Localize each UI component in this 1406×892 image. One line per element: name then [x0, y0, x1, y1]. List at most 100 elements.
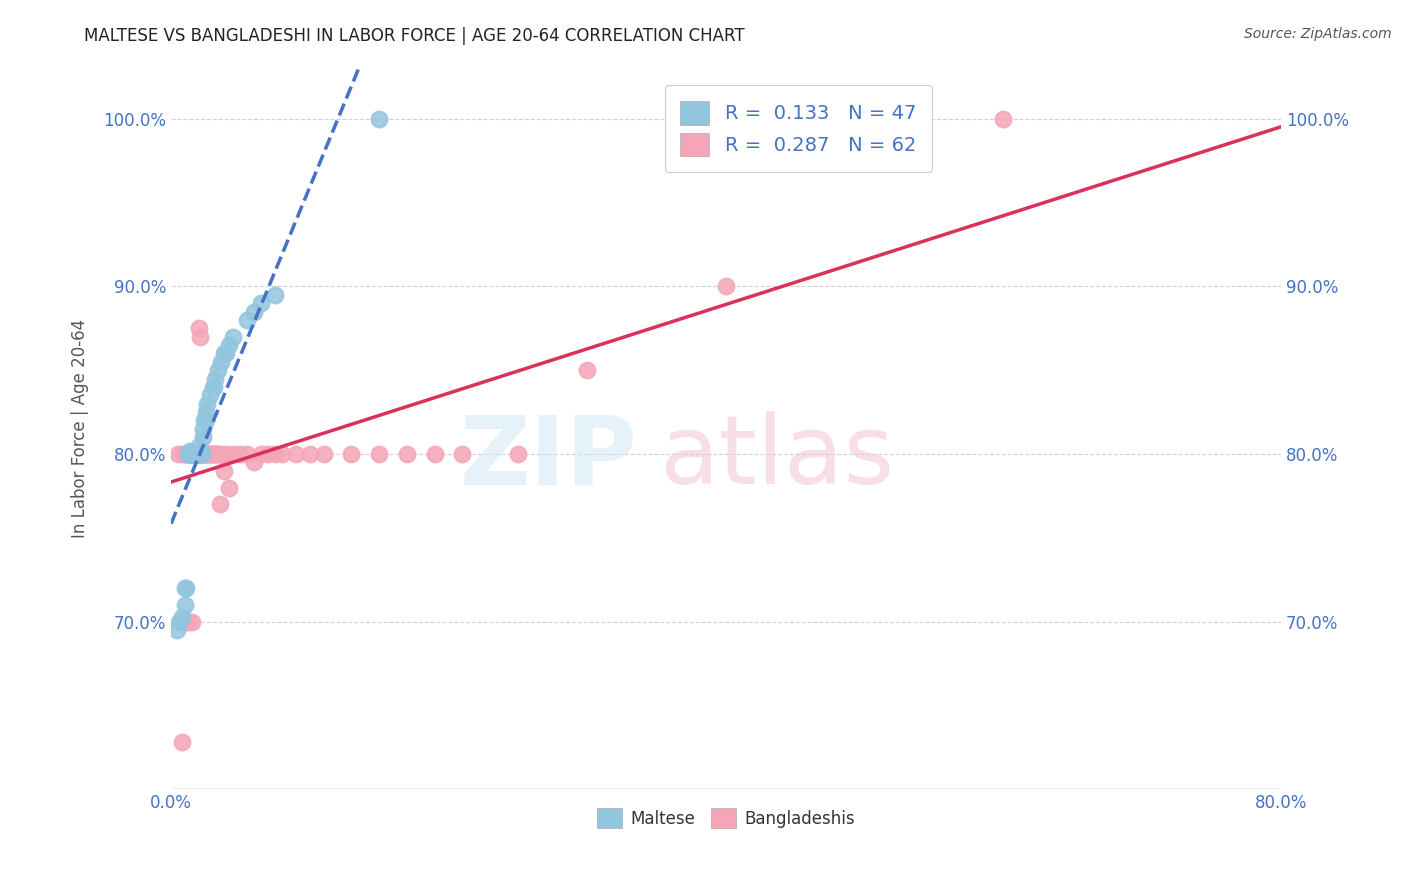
Text: Source: ZipAtlas.com: Source: ZipAtlas.com — [1244, 27, 1392, 41]
Point — [201, 380, 224, 394]
Point — [207, 447, 229, 461]
Point — [215, 346, 238, 360]
Point — [236, 447, 259, 461]
Point — [166, 623, 188, 637]
Point — [368, 447, 391, 461]
Point — [368, 112, 391, 126]
Point — [250, 447, 273, 461]
Point — [176, 447, 198, 461]
Point — [257, 447, 280, 461]
Point — [184, 447, 207, 461]
Point — [183, 447, 205, 461]
Point — [190, 447, 212, 461]
Point — [186, 447, 208, 461]
Text: atlas: atlas — [659, 411, 894, 504]
Point — [187, 447, 209, 461]
Point — [180, 447, 202, 461]
Point — [264, 287, 287, 301]
Point — [243, 304, 266, 318]
Point — [395, 447, 418, 461]
Point — [190, 447, 212, 461]
Point — [222, 447, 245, 461]
Point — [271, 447, 294, 461]
Point — [193, 447, 215, 461]
Point — [173, 598, 195, 612]
Point — [200, 447, 222, 461]
Point — [993, 112, 1015, 126]
Point — [174, 447, 197, 461]
Point — [191, 422, 214, 436]
Point — [202, 447, 225, 461]
Point — [188, 447, 211, 461]
Point — [179, 447, 201, 461]
Point — [193, 413, 215, 427]
Point — [222, 329, 245, 343]
Text: MALTESE VS BANGLADESHI IN LABOR FORCE | AGE 20-64 CORRELATION CHART: MALTESE VS BANGLADESHI IN LABOR FORCE | … — [84, 27, 745, 45]
Point — [172, 735, 194, 749]
Point — [184, 447, 207, 461]
Point — [243, 455, 266, 469]
Point — [184, 447, 207, 461]
Point — [183, 447, 205, 461]
Point — [312, 447, 335, 461]
Point — [195, 397, 218, 411]
Point — [181, 447, 204, 461]
Point — [208, 497, 231, 511]
Point — [181, 447, 204, 461]
Point — [184, 447, 207, 461]
Point — [202, 380, 225, 394]
Point — [298, 447, 321, 461]
Point — [183, 447, 205, 461]
Point — [714, 279, 737, 293]
Point — [209, 355, 232, 369]
Point — [198, 388, 221, 402]
Point — [191, 430, 214, 444]
Point — [180, 447, 202, 461]
Point — [183, 447, 205, 461]
Point — [218, 481, 240, 495]
Point — [177, 447, 200, 461]
Point — [215, 447, 238, 461]
Point — [194, 405, 217, 419]
Point — [250, 296, 273, 310]
Point — [172, 447, 194, 461]
Point — [264, 447, 287, 461]
Point — [205, 447, 228, 461]
Legend: Maltese, Bangladeshis: Maltese, Bangladeshis — [591, 801, 862, 835]
Point — [209, 447, 232, 461]
Point — [180, 615, 202, 629]
Point — [191, 447, 214, 461]
Point — [284, 447, 307, 461]
Point — [176, 615, 198, 629]
Point — [218, 338, 240, 352]
Point — [451, 447, 474, 461]
Point — [187, 321, 209, 335]
Point — [204, 371, 226, 385]
Point — [212, 464, 235, 478]
Point — [181, 447, 204, 461]
Point — [188, 447, 211, 461]
Point — [195, 447, 218, 461]
Point — [576, 363, 599, 377]
Point — [188, 447, 211, 461]
Point — [340, 447, 363, 461]
Point — [191, 447, 214, 461]
Point — [186, 447, 208, 461]
Point — [207, 363, 229, 377]
Point — [177, 447, 200, 461]
Point — [167, 447, 190, 461]
Point — [212, 346, 235, 360]
Point — [194, 413, 217, 427]
Point — [204, 447, 226, 461]
Point — [198, 447, 221, 461]
Point — [190, 447, 212, 461]
Point — [186, 447, 208, 461]
Point — [188, 329, 211, 343]
Point — [177, 447, 200, 461]
Point — [187, 447, 209, 461]
Point — [172, 609, 194, 624]
Point — [423, 447, 446, 461]
Point — [180, 447, 202, 461]
Point — [179, 447, 201, 461]
Point — [173, 581, 195, 595]
